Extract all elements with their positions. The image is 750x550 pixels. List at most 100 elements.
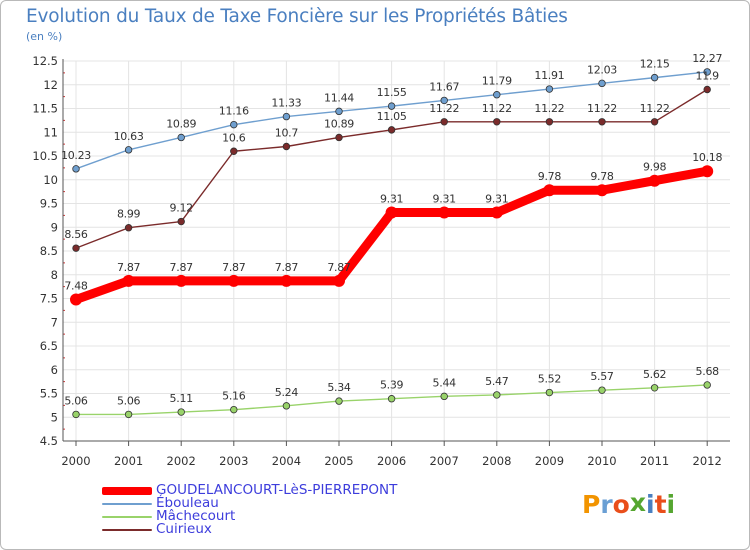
x-tick-label: 2012 bbox=[693, 454, 722, 468]
y-tick-label: 8 bbox=[51, 268, 58, 282]
series-0-point bbox=[490, 206, 503, 219]
series-1-point bbox=[545, 85, 554, 93]
logo-letter: P bbox=[582, 490, 601, 519]
series-3-data-label: 11.9 bbox=[696, 70, 720, 83]
series-3-point bbox=[493, 118, 501, 126]
series-0-data-label: 7.87 bbox=[275, 261, 299, 274]
x-tick-label: 2004 bbox=[272, 454, 301, 468]
series-2-data-label: 5.44 bbox=[433, 376, 457, 389]
series-1-data-label: 10.23 bbox=[61, 149, 91, 162]
series-1-data-label: 11.91 bbox=[534, 69, 564, 82]
series-1-data-label: 10.89 bbox=[166, 117, 196, 130]
series-3-point bbox=[177, 217, 185, 226]
series-3-data-label: 8.99 bbox=[117, 208, 141, 221]
series-1-point bbox=[177, 133, 185, 142]
series-2-point bbox=[177, 408, 185, 416]
series-0-data-label: 10.18 bbox=[692, 151, 722, 164]
series-1-point bbox=[335, 107, 343, 116]
y-tick-label: 5 bbox=[51, 410, 58, 424]
series-2-data-label: 5.39 bbox=[380, 379, 404, 392]
chart-subtitle: (en %) bbox=[26, 30, 63, 43]
series-1-data-label: 12.15 bbox=[640, 58, 670, 71]
series-2-data-label: 5.16 bbox=[222, 390, 246, 403]
series-1-data-label: 12.27 bbox=[692, 52, 722, 65]
legend-swatch bbox=[102, 502, 152, 505]
series-2-point bbox=[598, 386, 606, 394]
x-tick-label: 2005 bbox=[324, 454, 353, 468]
x-tick-label: 2006 bbox=[377, 454, 406, 468]
series-2-point bbox=[282, 402, 291, 410]
logo-letter: i bbox=[646, 490, 655, 519]
y-tick-label: 7.5 bbox=[40, 292, 58, 306]
series-0-point bbox=[122, 274, 135, 287]
y-tick-label: 6 bbox=[51, 363, 58, 377]
series-3-point bbox=[598, 118, 606, 126]
x-tick-label: 2010 bbox=[587, 454, 616, 468]
series-0-data-label: 7.87 bbox=[327, 261, 351, 274]
series-3-point bbox=[335, 133, 343, 142]
y-tick-label: 9 bbox=[51, 220, 58, 234]
series-3-data-label: 9.12 bbox=[170, 202, 193, 215]
series-1-point bbox=[230, 120, 238, 129]
series-1-point bbox=[598, 79, 606, 88]
x-tick-label: 2008 bbox=[482, 454, 511, 468]
series-3-point bbox=[72, 244, 80, 252]
series-3-point bbox=[703, 85, 711, 94]
legend-item: Cuirieux bbox=[102, 521, 397, 537]
series-1-data-label: 12.03 bbox=[587, 63, 617, 76]
logo-letter: i bbox=[666, 490, 676, 519]
series-3-point bbox=[124, 224, 133, 232]
x-tick-label: 2001 bbox=[114, 454, 143, 468]
series-1-data-label: 11.55 bbox=[377, 86, 407, 99]
series-2-data-label: 5.06 bbox=[117, 394, 141, 407]
x-tick-label: 2009 bbox=[535, 454, 564, 468]
series-1-point bbox=[72, 165, 80, 173]
series-0-point bbox=[175, 274, 188, 287]
series-3-data-label: 11.22 bbox=[640, 102, 670, 115]
y-tick-label: 11 bbox=[43, 125, 58, 139]
series-1-data-label: 11.33 bbox=[271, 97, 301, 110]
series-2-point bbox=[72, 410, 80, 419]
y-tick-label: 12 bbox=[43, 78, 58, 92]
series-0-data-label: 9.31 bbox=[433, 193, 456, 206]
y-tick-label: 8.5 bbox=[40, 244, 58, 258]
logo-letter: x bbox=[629, 488, 646, 517]
series-3-point bbox=[230, 147, 238, 155]
series-3-point bbox=[545, 118, 554, 126]
x-tick-label: 2011 bbox=[640, 454, 669, 468]
series-0-point bbox=[438, 206, 451, 219]
series-2-data-label: 5.52 bbox=[538, 373, 561, 386]
proxiti-logo: Proxiti bbox=[582, 488, 676, 519]
legend-label: Cuirieux bbox=[156, 521, 212, 537]
series-0-point bbox=[648, 174, 661, 187]
series-2-point bbox=[387, 395, 396, 403]
series-2-data-label: 5.34 bbox=[327, 381, 351, 394]
x-tick-label: 2000 bbox=[61, 454, 90, 468]
series-3-point bbox=[387, 126, 396, 134]
x-tick-label: 2007 bbox=[430, 454, 459, 468]
legend-item: GOUDELANCOURT-LèS-PIERREPONT bbox=[102, 483, 397, 497]
y-tick-label: 6.5 bbox=[40, 339, 58, 353]
series-3-data-label: 11.22 bbox=[482, 102, 512, 115]
series-1-point bbox=[387, 102, 396, 110]
series-2-point bbox=[440, 392, 448, 401]
series-0-point bbox=[227, 274, 240, 287]
series-1-point bbox=[124, 146, 133, 154]
y-tick-label: 12.5 bbox=[32, 54, 58, 68]
series-0-data-label: 7.87 bbox=[222, 261, 246, 274]
series-2-point bbox=[493, 391, 501, 399]
series-1-data-label: 11.16 bbox=[219, 105, 249, 118]
legend-label: Mâchecourt bbox=[156, 508, 236, 524]
series-3-point bbox=[282, 142, 291, 151]
series-3-point bbox=[440, 118, 448, 126]
x-tick-label: 2002 bbox=[167, 454, 196, 468]
series-0-point bbox=[280, 274, 293, 287]
logo-letter: r bbox=[600, 490, 613, 519]
y-tick-label: 7 bbox=[51, 315, 58, 329]
legend-item: Mâchecourt bbox=[102, 508, 397, 524]
y-tick-label: 9.5 bbox=[40, 197, 58, 211]
series-1-point bbox=[650, 73, 659, 82]
series-3-data-label: 10.89 bbox=[324, 117, 354, 130]
legend-item: Ébouleau bbox=[102, 496, 397, 510]
chart-title: Evolution du Taux de Taxe Foncière sur l… bbox=[26, 6, 568, 27]
